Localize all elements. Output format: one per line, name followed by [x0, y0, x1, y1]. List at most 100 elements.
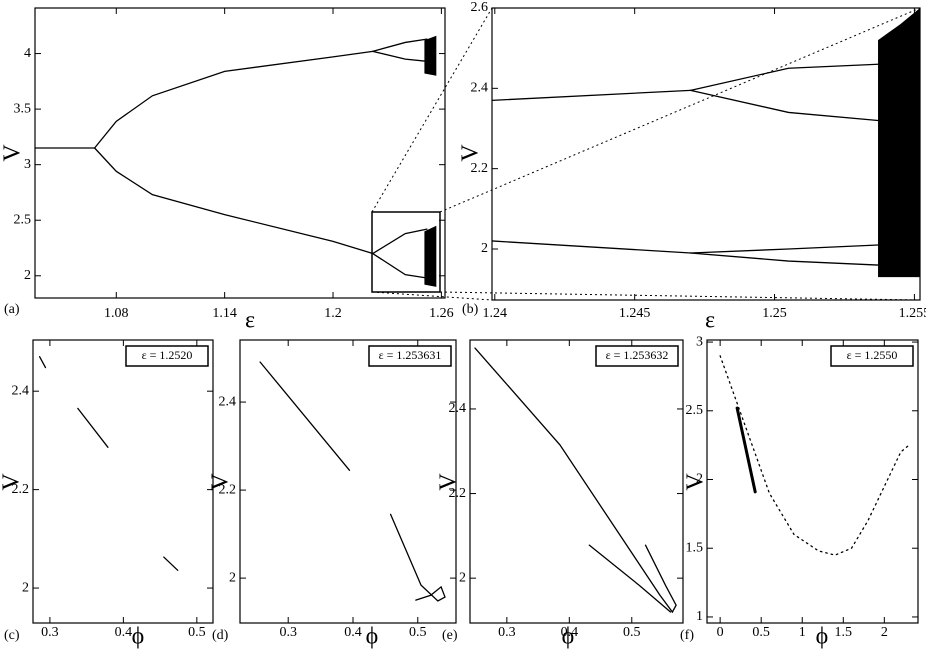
y-tick-label: 2.4 [471, 81, 489, 96]
y-axis-label: V [683, 473, 709, 491]
y-tick-label: 3 [24, 157, 31, 172]
y-tick-label: 2 [229, 570, 236, 585]
zoom-connector [439, 7, 921, 213]
y-axis-label: V [0, 473, 25, 491]
y-axis-label: V [458, 144, 484, 162]
y-tick-label: 2.2 [219, 482, 237, 497]
x-tick-label: 1.5 [835, 625, 853, 640]
branch [492, 89, 692, 102]
branch [389, 513, 446, 602]
annotation: ε = 1.253632 [606, 348, 669, 362]
panel-label: (d) [212, 628, 229, 643]
x-tick-label: 1.255 [899, 306, 926, 321]
branch [93, 50, 374, 149]
branch [163, 556, 179, 571]
y-tick-label: 2.2 [449, 486, 467, 501]
chaotic-band [424, 225, 437, 287]
y-tick-label: 2.2 [12, 482, 30, 497]
y-tick-label: 2.4 [12, 383, 30, 398]
x-tick-label: 0.5 [409, 625, 427, 640]
y-tick-label: 2.4 [449, 401, 467, 416]
x-tick-label: 1.245 [619, 306, 651, 321]
annotation: ε = 1.2520 [142, 348, 193, 362]
zoom-box [371, 211, 441, 293]
x-tick-label: 0.3 [279, 625, 297, 640]
chaotic-band [424, 35, 437, 76]
branch [689, 89, 879, 122]
x-tick-label: 0.5 [752, 625, 770, 640]
x-axis-label: ε [705, 308, 715, 334]
y-tick-label: 2 [696, 472, 703, 487]
x-tick-label: 0.4 [561, 625, 579, 640]
branch [735, 406, 757, 494]
plot-area [38, 356, 179, 571]
y-tick-label: 2.6 [471, 0, 489, 15]
branch [77, 407, 109, 448]
y-tick-label: 3 [696, 334, 703, 349]
annotation: ε = 1.2550 [847, 348, 898, 362]
y-axis-label: V [436, 473, 462, 491]
branch [372, 228, 428, 255]
plot-frame [706, 339, 919, 624]
annotation-box [125, 345, 209, 367]
branch [689, 252, 879, 266]
branch [492, 240, 692, 254]
x-tick-label: 0.5 [188, 625, 206, 640]
x-tick-label: 1.14 [212, 306, 237, 321]
y-axis-label: V [208, 473, 234, 491]
x-tick-label: 1.08 [104, 306, 129, 321]
plot-frame [239, 339, 457, 624]
panel-label: (b) [462, 302, 479, 317]
x-tick-label: 0.4 [115, 625, 133, 640]
y-tick-label: 1 [696, 609, 703, 624]
plot-area [719, 355, 910, 556]
annotation-box [830, 345, 914, 367]
x-axis-label: ϕ [562, 624, 575, 650]
y-axis-label: V [0, 144, 26, 162]
panel-label: (c) [4, 628, 20, 643]
y-tick-label: 2.5 [14, 212, 32, 227]
zoom-connector [439, 291, 921, 301]
panel-label: (a) [4, 302, 20, 317]
branch [719, 355, 910, 556]
y-tick-label: 3.5 [14, 101, 32, 116]
x-tick-label: 1.2 [324, 306, 342, 321]
y-tick-label: 2 [459, 570, 466, 585]
plot-area [492, 8, 920, 278]
y-tick-label: 1.5 [686, 540, 704, 555]
y-tick-label: 2.4 [219, 394, 237, 409]
x-tick-label: 1 [799, 625, 806, 640]
branch [689, 244, 879, 254]
panel-label: (e) [442, 628, 458, 643]
branch [93, 147, 374, 255]
y-tick-label: 2 [22, 580, 29, 595]
x-tick-label: 1.26 [429, 306, 454, 321]
annotation: ε = 1.253631 [379, 348, 442, 362]
x-tick-label: 0 [717, 625, 724, 640]
branch [588, 544, 672, 613]
x-tick-label: 0.4 [344, 625, 362, 640]
y-tick-label: 2 [24, 268, 31, 283]
branch [38, 356, 47, 369]
x-tick-label: 0.3 [41, 625, 59, 640]
x-tick-label: 0.3 [498, 625, 516, 640]
plot-frame [469, 339, 684, 624]
x-tick-label: 1.25 [762, 306, 787, 321]
branch [372, 252, 428, 279]
x-axis-label: ϕ [132, 624, 145, 650]
y-tick-label: 2 [481, 241, 488, 256]
y-tick-label: 2.5 [686, 403, 704, 418]
plot-area [35, 35, 437, 287]
x-tick-label: 1.24 [483, 306, 508, 321]
plot-area [474, 347, 677, 614]
annotation-box [595, 345, 679, 367]
x-tick-label: 0.5 [623, 625, 641, 640]
plot-frame [34, 7, 446, 299]
plot-area [259, 361, 446, 602]
x-tick-label: 2 [881, 625, 888, 640]
panel-label: (f) [680, 628, 694, 643]
zoom-connector [371, 291, 493, 301]
branch [259, 361, 351, 471]
branch [689, 63, 879, 91]
